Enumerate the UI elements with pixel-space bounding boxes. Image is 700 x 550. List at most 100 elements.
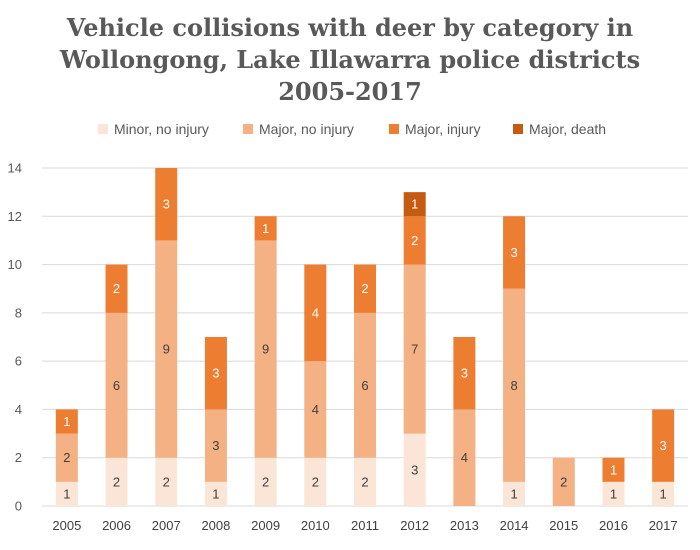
bar-2008-series-1 [204,481,227,506]
data-label-2012-series-3: 2 [411,233,418,248]
bar-2017-series-3 [652,409,675,482]
data-label-2005-series-3: 1 [63,414,70,429]
data-label-2011-series-3: 2 [361,281,368,296]
bar-2008-series-3 [204,337,227,410]
legend-label-4: Major, death [529,121,606,137]
y-axis: 0 2 4 6 8 10 12 14 [8,161,22,514]
data-label-2008-series-2: 3 [212,438,219,453]
bar-2007-series-3 [155,168,178,241]
bar-2012-series-3 [403,216,426,265]
x-tick-2006: 2006 [102,518,131,533]
data-label-2016-series-1: 1 [610,486,617,501]
legend-swatch-4 [513,124,523,134]
bar-2007-series-1 [155,457,178,506]
bar-2009-series-2 [254,240,277,458]
data-label-2009-series-3: 1 [262,221,269,236]
data-label-2009-series-1: 2 [262,474,269,489]
data-label-2016-series-3: 1 [610,462,617,477]
data-label-2005-series-1: 1 [63,486,70,501]
bar-2016-series-1 [602,481,625,506]
y-tick-12: 12 [8,209,22,224]
data-label-2006-series-2: 6 [113,378,120,393]
data-label-2006-series-1: 2 [113,474,120,489]
bar-2009-series-3 [254,216,277,241]
data-label-2010-series-3: 4 [312,305,319,320]
data-label-2012-series-2: 7 [411,342,418,357]
bars [55,168,675,506]
bar-2014-series-1 [503,481,526,506]
data-label-2007-series-3: 3 [163,197,170,212]
legend-swatch-2 [243,124,253,134]
bar-2013-series-2 [453,409,476,506]
bar-2008-series-2 [204,409,227,482]
legend-label-2: Major, no injury [259,121,354,137]
data-label-2017-series-1: 1 [660,486,667,501]
x-tick-2016: 2016 [599,518,628,533]
bar-2010-series-2 [304,361,327,458]
chart-title-line-3: 2005-2017 [278,77,422,106]
data-label-2009-series-2: 9 [262,342,269,357]
legend-label-3: Major, injury [405,121,480,137]
bar-2017-series-1 [652,481,675,506]
bar-2010-series-3 [304,264,327,362]
legend: Minor, no injury Major, no injury Major, i… [98,121,606,137]
bar-2016-series-3 [602,457,625,482]
data-labels: 1 2 1 2 6 2 2 9 3 1 3 3 2 9 1 2 4 4 2 6 2 3 7 2 1 4 3 1 8 3 2 1 1 1 3 [63,197,667,502]
y-tick-4: 4 [15,402,22,417]
legend-swatch-3 [389,124,399,134]
bar-2011-series-2 [354,312,376,458]
bar-2012-series-1 [403,433,426,506]
data-label-2010-series-1: 2 [312,474,319,489]
bar-2005-series-3 [55,409,78,434]
y-tick-2: 2 [15,450,22,465]
data-label-2007-series-2: 9 [163,342,170,357]
bar-2006-series-3 [105,264,128,313]
data-label-2012-series-1: 3 [411,462,418,477]
y-tick-10: 10 [8,257,22,272]
legend-swatch-1 [98,124,108,134]
bar-2015-series-2 [552,457,575,506]
bar-2012-series-4 [403,192,426,217]
bar-2009-series-1 [254,457,277,506]
x-tick-2009: 2009 [251,518,280,533]
bar-2006-series-2 [105,312,128,458]
data-label-2011-series-1: 2 [361,474,368,489]
bar-2005-series-1 [55,481,78,506]
bar-2007-series-2 [155,240,178,458]
x-tick-2015: 2015 [549,518,578,533]
data-label-2010-series-2: 4 [312,402,319,417]
x-tick-2010: 2010 [301,518,330,533]
x-tick-2012: 2012 [400,518,429,533]
bar-2010-series-1 [304,457,327,506]
bar-2005-series-2 [55,433,78,482]
x-tick-2011: 2011 [351,518,379,533]
bar-2006-series-1 [105,457,128,506]
x-tick-2017: 2017 [649,518,678,533]
x-tick-2005: 2005 [52,518,81,533]
legend-label-1: Minor, no injury [114,121,209,137]
chart-title: Vehicle collisions with deer by category… [59,13,640,106]
y-tick-6: 6 [15,354,22,369]
chart-title-line-1: Vehicle collisions with deer by category… [66,13,633,42]
bar-2014-series-2 [503,288,526,482]
bar-2011-series-1 [354,457,376,506]
y-tick-14: 14 [8,161,22,176]
data-label-2005-series-2: 2 [63,450,70,465]
bar-2011-series-3 [354,264,376,313]
bar-2012-series-2 [403,264,426,434]
bar-2013-series-3 [453,337,476,410]
data-label-2014-series-3: 3 [510,245,517,260]
y-tick-8: 8 [15,305,22,320]
chart-title-line-2: Wollongong, Lake Illawarra police distri… [59,45,640,74]
data-label-2017-series-3: 3 [660,438,667,453]
bar-2014-series-3 [503,216,526,289]
x-tick-2013: 2013 [450,518,479,533]
data-label-2015-series-2: 2 [560,474,567,489]
data-label-2011-series-2: 6 [361,378,368,393]
data-label-2008-series-1: 1 [212,486,219,501]
data-label-2012-series-4: 1 [411,197,418,212]
data-label-2013-series-3: 3 [461,366,468,381]
x-tick-2014: 2014 [500,518,529,533]
data-label-2006-series-3: 2 [113,281,120,296]
